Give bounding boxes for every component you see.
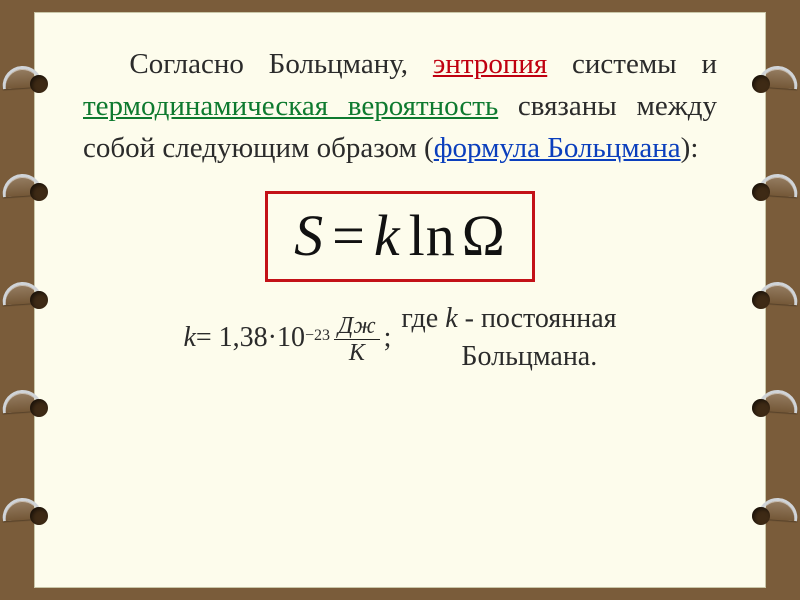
where-line2: Больцмана. — [401, 338, 597, 376]
boltzmann-constant-row: k = 1,38·10−23 Дж К ; где k - постоянная… — [83, 300, 717, 376]
symbol-k: k — [374, 203, 401, 268]
where-k-symbol: k — [445, 303, 457, 334]
binder-ring — [748, 170, 792, 214]
spiral-binding-right — [740, 0, 800, 600]
binder-ring — [8, 170, 52, 214]
binder-ring — [8, 494, 52, 538]
symbol-omega: Ω — [462, 203, 506, 268]
where-post: - постоянная — [458, 303, 617, 334]
main-paragraph: Согласно Больцману, энтропия системы и т… — [83, 43, 717, 169]
where-pre: где — [401, 303, 445, 334]
binder-ring — [8, 62, 52, 106]
keyword-entropy: энтропия — [433, 48, 547, 80]
binder-ring — [748, 62, 792, 106]
symbol-equals: = — [324, 203, 374, 268]
spiral-binding-left — [0, 0, 60, 600]
unit-joule: Дж — [334, 314, 380, 340]
binder-ring — [8, 386, 52, 430]
binder-ring — [748, 386, 792, 430]
unit-kelvin: К — [345, 340, 369, 365]
text-after-entropy: системы и — [547, 48, 717, 80]
function-ln: ln — [401, 203, 462, 268]
text-lead: Согласно Больцману, — [129, 48, 432, 80]
where-line1: где k - постоянная — [401, 300, 616, 338]
binder-ring — [8, 278, 52, 322]
constant-semicolon: ; — [384, 322, 392, 354]
keyword-boltzmann-formula: формула Больцмана — [434, 132, 681, 164]
text-tail: ): — [681, 132, 699, 164]
keyword-thermo-probability: термодинамическая вероятность — [83, 90, 498, 122]
constant-value: = 1,38·10 — [196, 322, 305, 354]
boltzmann-formula-box: S=klnΩ — [265, 191, 535, 282]
constant-unit-fraction: Дж К — [334, 314, 380, 365]
binder-ring — [748, 278, 792, 322]
constant-exponent: −23 — [305, 327, 330, 345]
constant-k-symbol: k — [183, 322, 195, 354]
binder-ring — [748, 494, 792, 538]
symbol-S: S — [294, 203, 324, 268]
boltzmann-constant-value: k = 1,38·10−23 Дж К ; — [183, 312, 391, 363]
slide-page: Согласно Больцману, энтропия системы и т… — [34, 12, 766, 588]
where-clause: где k - постоянная Больцмана. — [401, 300, 616, 376]
boltzmann-formula: S=klnΩ — [294, 203, 506, 268]
